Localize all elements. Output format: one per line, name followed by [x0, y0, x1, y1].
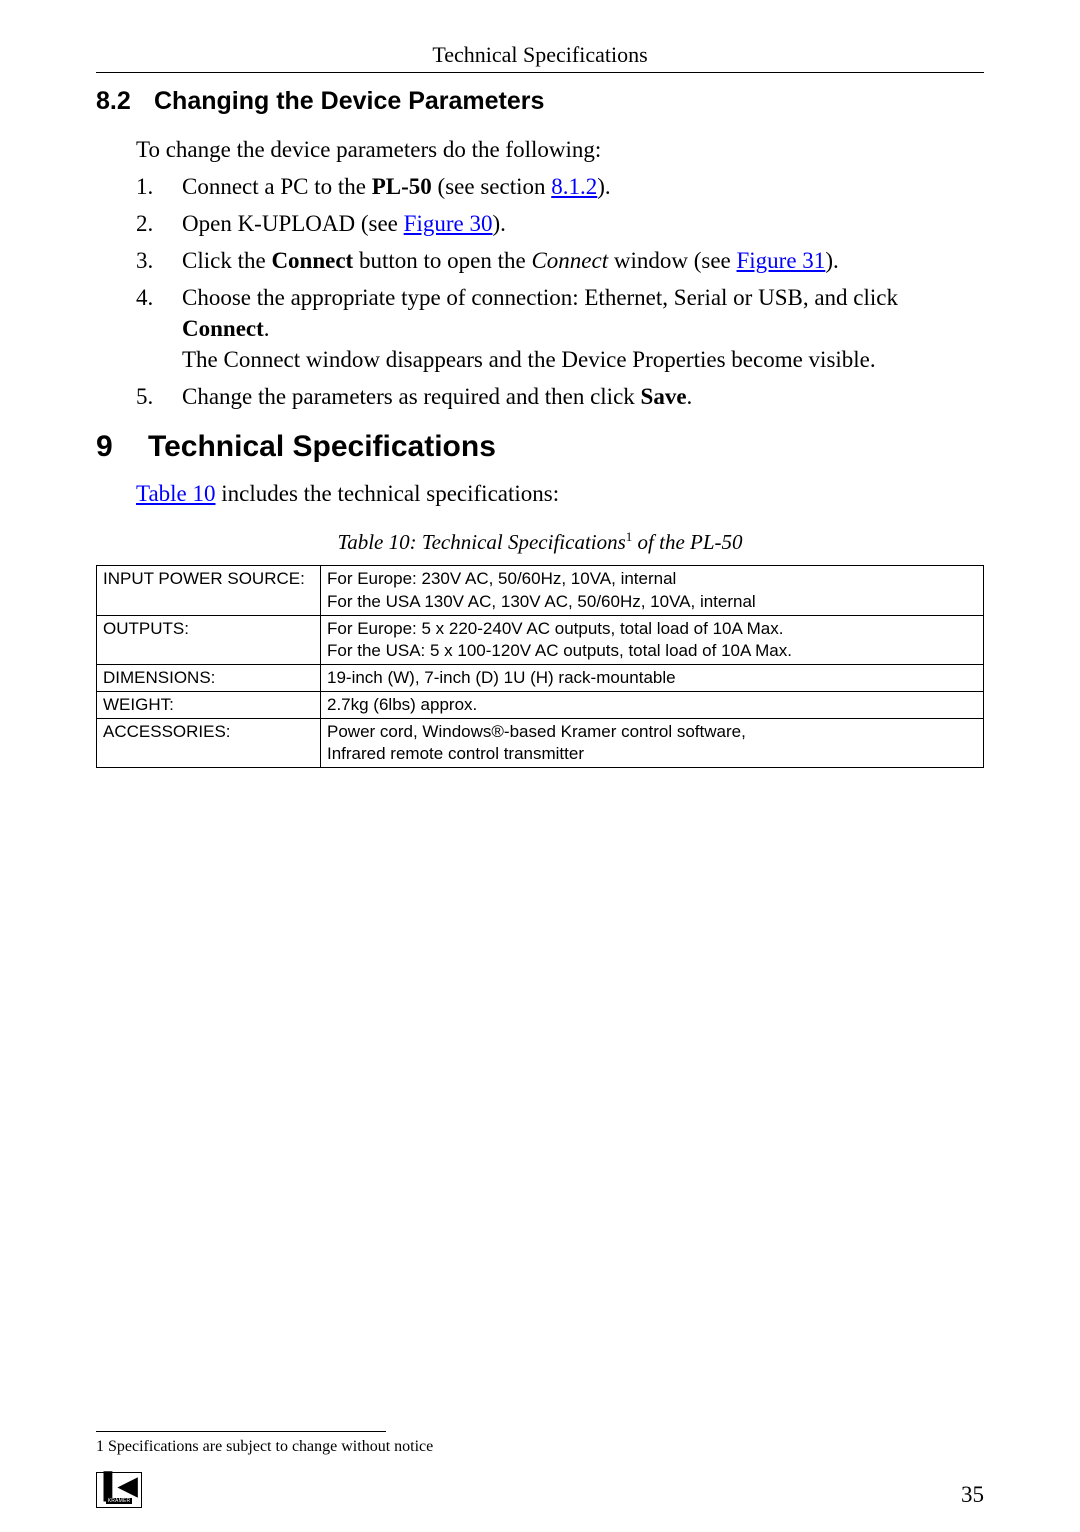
spec-label: INPUT POWER SOURCE: [97, 566, 321, 615]
specs-table: INPUT POWER SOURCE:For Europe: 230V AC, … [96, 565, 984, 768]
steps-list: 1. Connect a PC to the PL-50 (see sectio… [136, 171, 984, 412]
link-table-10[interactable]: Table 10 [136, 481, 216, 506]
footnote-1: 1 Specifications are subject to change w… [96, 1438, 984, 1456]
table-row: WEIGHT:2.7kg (6lbs) approx. [97, 691, 984, 718]
spec-value: 19-inch (W), 7-inch (D) 1U (H) rack-moun… [321, 664, 984, 691]
list-item: 3. Click the Connect button to open the … [136, 245, 984, 276]
heading-8-2-title: Changing the Device Parameters [154, 87, 544, 115]
table-10-caption: Table 10: Technical Specifications1 of t… [96, 529, 984, 555]
list-item: 1. Connect a PC to the PL-50 (see sectio… [136, 171, 984, 202]
list-number: 5. [136, 381, 182, 412]
table-row: DIMENSIONS:19-inch (W), 7-inch (D) 1U (H… [97, 664, 984, 691]
table-row: OUTPUTS:For Europe: 5 x 220-240V AC outp… [97, 615, 984, 664]
list-number: 1. [136, 171, 182, 202]
logo-subtext: KRAMER [106, 1498, 133, 1504]
spec-value: Power cord, Windows®-based Kramer contro… [321, 718, 984, 767]
kramer-logo: ▌◀ KRAMER [96, 1472, 142, 1508]
list-content: Open K-UPLOAD (see Figure 30). [182, 208, 984, 239]
footnote-divider [96, 1431, 386, 1432]
list-content: Change the parameters as required and th… [182, 381, 984, 412]
intro-8-2: To change the device parameters do the f… [136, 134, 984, 165]
logo-k-icon: ▌◀ [104, 1476, 135, 1497]
table-row: ACCESSORIES:Power cord, Windows®-based K… [97, 718, 984, 767]
header-divider [96, 72, 984, 73]
list-item: 5. Change the parameters as required and… [136, 381, 984, 412]
spec-value: For Europe: 5 x 220-240V AC outputs, tot… [321, 615, 984, 664]
page-footer: 1 Specifications are subject to change w… [96, 1431, 984, 1508]
link-figure-31[interactable]: Figure 31 [737, 248, 826, 273]
spec-label: WEIGHT: [97, 691, 321, 718]
heading-9-title: Technical Specifications [148, 430, 496, 463]
intro-9: Table 10 includes the technical specific… [136, 478, 984, 509]
heading-9: 9Technical Specifications [96, 430, 984, 464]
list-number: 4. [136, 282, 182, 375]
spec-value: 2.7kg (6lbs) approx. [321, 691, 984, 718]
heading-9-number: 9 [96, 430, 148, 464]
list-number: 3. [136, 245, 182, 276]
page-number: 35 [961, 1482, 984, 1508]
list-number: 2. [136, 208, 182, 239]
spec-value: For Europe: 230V AC, 50/60Hz, 10VA, inte… [321, 566, 984, 615]
spec-label: DIMENSIONS: [97, 664, 321, 691]
list-item: 4. Choose the appropriate type of connec… [136, 282, 984, 375]
link-8-1-2[interactable]: 8.1.2 [551, 174, 597, 199]
link-figure-30[interactable]: Figure 30 [404, 211, 493, 236]
list-content: Choose the appropriate type of connectio… [182, 282, 984, 375]
spec-label: ACCESSORIES: [97, 718, 321, 767]
list-item: 2. Open K-UPLOAD (see Figure 30). [136, 208, 984, 239]
page-header-title: Technical Specifications [96, 42, 984, 68]
heading-8-2: 8.2Changing the Device Parameters [96, 87, 984, 116]
heading-8-2-number: 8.2 [96, 87, 154, 116]
spec-label: OUTPUTS: [97, 615, 321, 664]
list-content: Click the Connect button to open the Con… [182, 245, 984, 276]
table-row: INPUT POWER SOURCE:For Europe: 230V AC, … [97, 566, 984, 615]
list-content: Connect a PC to the PL-50 (see section 8… [182, 171, 984, 202]
